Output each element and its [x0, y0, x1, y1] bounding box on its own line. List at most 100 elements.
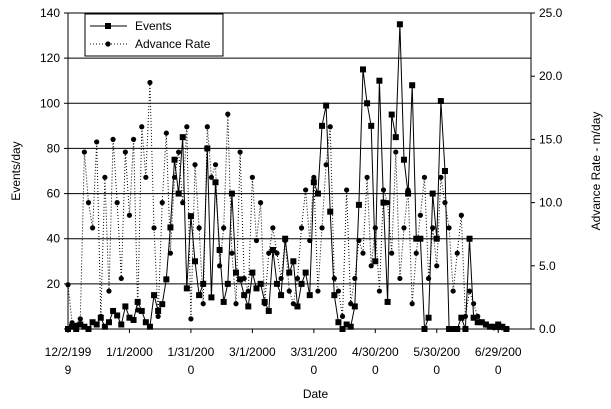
- y-left-tick-label: 40: [47, 232, 61, 246]
- data-point-advance-rate: [389, 250, 395, 256]
- y-right-tick-label: 0.0: [539, 322, 556, 336]
- data-point-advance-rate: [77, 316, 83, 322]
- data-point-events: [114, 312, 121, 319]
- data-point-advance-rate: [192, 162, 198, 168]
- data-point-events: [232, 269, 239, 276]
- legend-label-events: Events: [135, 19, 172, 33]
- legend-entry-events: Events: [90, 19, 172, 33]
- data-point-advance-rate: [241, 275, 247, 282]
- data-point-events: [388, 111, 395, 118]
- data-point-events: [433, 235, 440, 242]
- data-point-advance-rate: [245, 288, 251, 294]
- data-point-events: [212, 179, 219, 186]
- data-point-advance-rate: [270, 225, 276, 231]
- data-point-events: [101, 323, 108, 330]
- y-left-tick-label: 100: [40, 96, 60, 110]
- data-point-events: [167, 224, 174, 231]
- data-point-events: [269, 247, 276, 253]
- data-point-events: [146, 323, 153, 330]
- data-point-events: [105, 319, 112, 326]
- data-point-advance-rate: [356, 237, 362, 244]
- x-tick-label: 4/30/200: [352, 345, 399, 359]
- data-point-events: [327, 208, 334, 215]
- data-point-events: [409, 82, 416, 89]
- data-point-events: [335, 319, 342, 326]
- y-left-tick-label: 80: [47, 141, 61, 155]
- data-point-events: [171, 156, 178, 163]
- data-point-advance-rate: [405, 187, 411, 193]
- data-point-advance-rate: [294, 275, 301, 282]
- data-point-events: [400, 156, 407, 163]
- data-point-advance-rate: [311, 174, 317, 180]
- x-tick-label: 3/1/2000: [229, 345, 276, 359]
- y-left-tick-label: 60: [47, 187, 61, 201]
- data-point-advance-rate: [155, 313, 161, 319]
- data-point-advance-rate: [114, 200, 120, 206]
- y-left-tick-label: 20: [47, 277, 61, 291]
- data-point-events: [163, 276, 170, 283]
- data-point-events: [294, 303, 301, 310]
- data-point-advance-rate: [159, 200, 165, 206]
- data-point-advance-rate: [286, 288, 292, 294]
- data-point-events: [474, 319, 481, 326]
- data-point-events: [429, 190, 436, 197]
- data-point-events: [396, 21, 403, 28]
- data-point-advance-rate: [290, 301, 296, 307]
- x-tick-label: 1/31/200: [168, 345, 215, 359]
- x-tick-label: 5/30/200: [413, 345, 460, 359]
- data-point-events: [237, 276, 244, 283]
- data-point-advance-rate: [413, 250, 419, 256]
- data-point-advance-rate: [475, 313, 481, 319]
- data-point-events: [302, 269, 309, 276]
- data-point-events: [130, 316, 137, 323]
- data-point-advance-rate: [94, 139, 100, 145]
- data-point-advance-rate: [298, 225, 305, 231]
- data-point-advance-rate: [229, 250, 235, 256]
- x-tick-label-line2: 9: [65, 363, 72, 377]
- data-point-advance-rate: [315, 288, 321, 294]
- x-tick-label: 6/29/200: [475, 345, 522, 359]
- legend-marker-circle-icon: [105, 41, 111, 47]
- data-point-events: [142, 319, 149, 326]
- plot-area-frame: [67, 12, 532, 330]
- data-point-advance-rate: [180, 200, 186, 206]
- data-point-events: [384, 298, 391, 305]
- data-point-events: [204, 145, 211, 152]
- data-point-advance-rate: [85, 200, 92, 206]
- data-point-advance-rate: [397, 275, 403, 282]
- data-point-advance-rate: [204, 124, 210, 130]
- series-group: [65, 21, 510, 332]
- data-point-events: [187, 213, 194, 220]
- data-point-events: [413, 235, 420, 242]
- data-point-advance-rate: [106, 288, 112, 294]
- data-point-advance-rate: [126, 212, 133, 218]
- y-right-tick-label: 5.0: [539, 259, 556, 273]
- data-point-advance-rate: [479, 320, 485, 326]
- y-right-tick-label: 20.0: [539, 69, 563, 83]
- data-point-advance-rate: [278, 275, 284, 282]
- data-point-advance-rate: [196, 225, 202, 231]
- data-point-events: [224, 280, 231, 287]
- y-right-tick-label: 25.0: [539, 6, 563, 20]
- data-point-events: [183, 285, 190, 292]
- data-point-advance-rate: [417, 212, 423, 218]
- data-point-advance-rate: [376, 288, 382, 294]
- data-point-events: [81, 323, 88, 330]
- data-point-advance-rate: [421, 174, 428, 180]
- data-point-events: [343, 321, 350, 328]
- data-point-advance-rate: [450, 288, 456, 294]
- data-point-advance-rate: [167, 250, 174, 256]
- data-point-events: [425, 314, 432, 321]
- data-point-events: [323, 102, 330, 109]
- data-point-advance-rate: [176, 149, 182, 155]
- x-tick-label: 12/2/199: [45, 345, 92, 359]
- data-point-advance-rate: [249, 174, 255, 180]
- legend-label-advance-rate: Advance Rate: [135, 37, 211, 51]
- x-axis-title: Date: [303, 387, 329, 401]
- data-point-events: [319, 122, 326, 129]
- x-tick-label-line2: 0: [310, 363, 317, 377]
- data-point-advance-rate: [143, 174, 149, 180]
- data-point-advance-rate: [360, 250, 366, 256]
- data-point-advance-rate: [237, 149, 243, 155]
